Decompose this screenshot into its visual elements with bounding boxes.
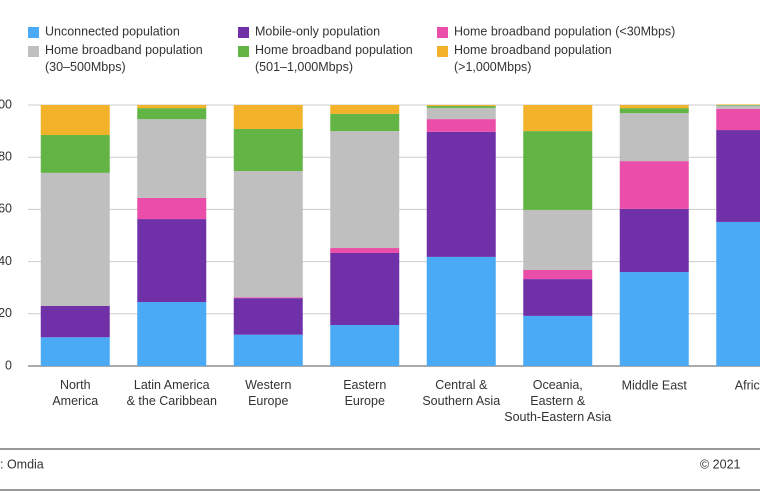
bar-segment	[426, 131, 496, 257]
legend-label: Home broadband population (30–500Mbps)	[45, 43, 203, 74]
bar-segment	[233, 129, 303, 172]
y-tick-label: 100	[0, 97, 12, 111]
bar-segment	[619, 208, 689, 273]
y-tick-label: 0	[5, 358, 12, 372]
bar-segment	[137, 105, 207, 109]
bar-segment	[40, 172, 110, 306]
bar-segment	[137, 108, 207, 120]
bar-segment	[330, 252, 400, 326]
y-tick-label: 80	[0, 149, 12, 163]
x-tick-label: Oceania, Eastern & South-Eastern Asia	[504, 378, 611, 424]
bar-segment	[426, 105, 496, 107]
x-tick-label: Eastern Europe	[343, 378, 386, 408]
legend-swatch	[437, 46, 448, 57]
bar-segment	[40, 135, 110, 173]
bar-segment	[523, 131, 593, 210]
x-tick-label: Middle East	[622, 378, 688, 392]
bar-segment	[523, 279, 593, 316]
x-tick-label: Africa	[735, 378, 760, 392]
legend-swatch	[238, 27, 249, 38]
bar-segment	[233, 298, 303, 335]
y-tick-label: 60	[0, 202, 12, 216]
bar-segment	[233, 171, 303, 298]
bar-segment	[137, 219, 207, 303]
bar-segment	[330, 105, 400, 114]
legend-label: Home broadband population (>1,000Mbps)	[454, 43, 612, 74]
bar-segment	[233, 105, 303, 130]
bar-segment	[523, 105, 593, 132]
y-tick-label: 20	[0, 306, 12, 320]
legend-swatch	[238, 46, 249, 57]
bar-segment	[233, 334, 303, 366]
legend-swatch	[28, 27, 39, 38]
bar-segment	[426, 106, 496, 108]
bar-segment	[716, 104, 760, 105]
x-tick-label: Latin America & the Caribbean	[127, 378, 217, 408]
legend-label: Unconnected population	[45, 24, 180, 38]
bar-segment	[716, 105, 760, 106]
x-tick-label: Central & Southern Asia	[422, 378, 500, 408]
bar-segment	[716, 130, 760, 222]
bar-segment	[426, 119, 496, 132]
bar-segment	[619, 108, 689, 114]
bar-segment	[40, 105, 110, 136]
bar-segment	[137, 302, 207, 366]
x-tick-label: North America	[52, 378, 98, 408]
source: : Omdia	[0, 457, 44, 471]
bar-segment	[330, 131, 400, 249]
bar-segment	[40, 305, 110, 338]
bar-segment	[137, 197, 207, 220]
bar-segment	[426, 107, 496, 120]
bar-segment	[523, 315, 593, 366]
bar-segment	[233, 297, 303, 299]
legend-label: Mobile-only population	[255, 24, 380, 38]
y-tick-label: 40	[0, 254, 12, 268]
bar-segment	[619, 105, 689, 109]
bar-segment	[40, 337, 110, 366]
bar-segment	[426, 256, 496, 366]
legend-label: Home broadband population (<30Mbps)	[454, 24, 675, 38]
bar-segment	[523, 269, 593, 280]
legend-swatch	[437, 27, 448, 38]
bar-segment	[716, 221, 760, 366]
legend-label: Home broadband population (501–1,000Mbps)	[255, 43, 413, 74]
bar-segment	[137, 119, 207, 198]
bar-segment	[716, 105, 760, 109]
x-tick-label: Western Europe	[245, 378, 291, 408]
bar-segment	[523, 209, 593, 270]
bar-segment	[619, 113, 689, 162]
copyright: © 2021	[700, 457, 741, 471]
bar-segment	[330, 325, 400, 366]
bar-segment	[330, 113, 400, 132]
bar-segment	[619, 272, 689, 366]
bar-segment	[716, 108, 760, 131]
bar-segment	[330, 248, 400, 253]
legend-swatch	[28, 46, 39, 57]
bar-segment	[619, 161, 689, 209]
